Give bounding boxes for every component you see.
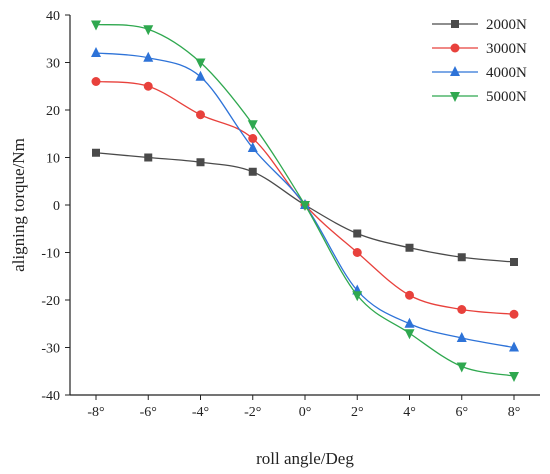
data-point bbox=[457, 253, 466, 262]
y-tick-label: 40 bbox=[46, 9, 60, 24]
y-axis-title: aligning torque/Nm bbox=[9, 138, 28, 272]
data-point bbox=[456, 362, 467, 373]
legend-entry: 3000N bbox=[432, 41, 527, 57]
data-point bbox=[196, 110, 205, 120]
data-point bbox=[248, 167, 257, 176]
legend-label: 5000N bbox=[486, 89, 527, 105]
data-point bbox=[457, 305, 467, 314]
y-tick-label: -20 bbox=[41, 294, 60, 309]
series-layer bbox=[91, 20, 519, 382]
y-tick-label: -10 bbox=[41, 247, 60, 262]
data-point bbox=[92, 148, 100, 157]
data-point bbox=[509, 309, 519, 319]
legend-label: 2000N bbox=[486, 17, 527, 33]
data-point bbox=[509, 372, 519, 382]
data-point bbox=[352, 248, 362, 257]
legend-marker bbox=[450, 66, 460, 76]
y-axis-ticks: -40 -30 -20 -10 0 10 20 30 40 bbox=[41, 9, 70, 404]
legend-label: 3000N bbox=[486, 41, 527, 57]
data-point bbox=[247, 120, 258, 131]
series-5000N bbox=[91, 20, 519, 382]
series-3000N bbox=[91, 77, 519, 319]
data-point bbox=[248, 134, 258, 143]
data-point bbox=[405, 290, 414, 300]
legend-label: 4000N bbox=[486, 65, 527, 81]
data-point bbox=[195, 70, 206, 81]
y-tick-label: 20 bbox=[46, 104, 60, 119]
data-point bbox=[91, 47, 101, 57]
series-line bbox=[95, 80, 515, 315]
data-point bbox=[91, 20, 101, 31]
data-point bbox=[143, 81, 153, 91]
data-point bbox=[405, 243, 414, 252]
x-tick-label: 2° bbox=[351, 405, 364, 420]
data-point bbox=[510, 258, 518, 266]
x-tick-label: 6° bbox=[455, 405, 468, 420]
data-point bbox=[91, 77, 101, 86]
data-point bbox=[143, 51, 154, 62]
x-tick-label: 0° bbox=[299, 405, 312, 420]
data-point bbox=[404, 329, 415, 340]
data-point bbox=[404, 317, 415, 328]
y-tick-label: -40 bbox=[41, 389, 60, 404]
legend-entry: 2000N bbox=[432, 17, 527, 33]
data-point bbox=[144, 153, 153, 162]
legend-marker bbox=[450, 43, 460, 53]
data-point bbox=[195, 58, 206, 69]
x-tick-label: -4° bbox=[192, 405, 209, 420]
x-tick-label: 4° bbox=[403, 405, 416, 420]
data-point bbox=[352, 291, 363, 302]
legend-marker bbox=[450, 92, 460, 102]
x-tick-label: -2° bbox=[244, 405, 261, 420]
y-tick-label: -30 bbox=[41, 342, 60, 357]
data-point bbox=[509, 341, 519, 352]
x-tick-label: 8° bbox=[508, 405, 521, 420]
x-tick-label: -6° bbox=[140, 405, 157, 420]
data-point bbox=[456, 332, 467, 342]
legend-entry: 5000N bbox=[432, 89, 527, 105]
y-tick-label: 10 bbox=[46, 152, 60, 167]
legend: 2000N 3000N 4000N 5000N bbox=[432, 17, 527, 105]
legend-marker bbox=[451, 20, 459, 28]
legend-entry: 4000N bbox=[432, 65, 527, 81]
x-tick-label: -8° bbox=[87, 405, 104, 420]
data-point bbox=[300, 201, 310, 211]
data-point bbox=[196, 158, 205, 167]
x-axis-ticks: -8° -6° -4° -2° 0° 2° 4° 6° 8° bbox=[87, 395, 520, 420]
y-tick-label: 30 bbox=[46, 57, 60, 72]
x-axis-title: roll angle/Deg bbox=[256, 449, 354, 468]
data-point bbox=[353, 229, 362, 238]
data-point bbox=[247, 142, 258, 152]
y-tick-label: 0 bbox=[53, 199, 60, 214]
data-point bbox=[143, 25, 154, 36]
